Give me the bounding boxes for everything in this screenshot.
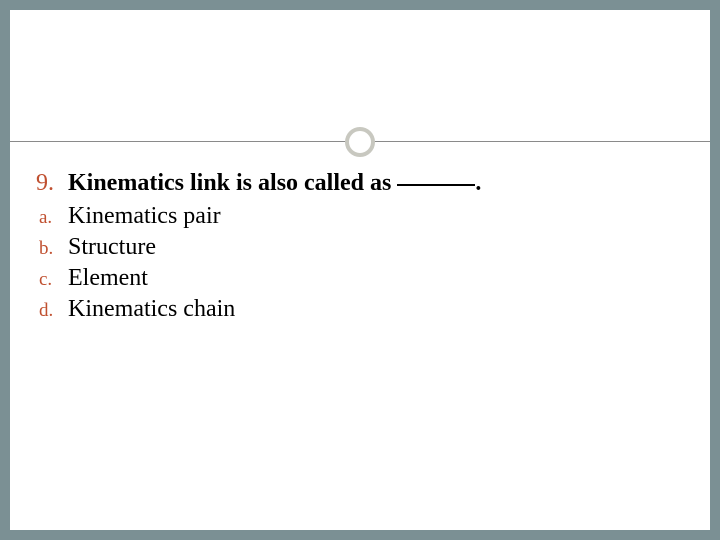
option-row-d: d. Kinematics chain [36, 296, 684, 323]
option-text: Element [68, 265, 148, 292]
option-text: Kinematics chain [68, 296, 235, 323]
option-letter: a. [36, 207, 68, 229]
option-row-a: a. Kinematics pair [36, 203, 684, 230]
option-row-c: c. Element [36, 265, 684, 292]
option-letter: c. [36, 269, 68, 291]
fill-blank [397, 184, 475, 186]
option-letter: d. [36, 300, 68, 322]
circle-decoration-icon [345, 127, 375, 157]
question-text-before: Kinematics link is also called as [68, 170, 397, 196]
slide-card: 9. Kinematics link is also called as . a… [10, 10, 710, 530]
question-number: 9. [36, 170, 68, 197]
option-text: Kinematics pair [68, 203, 221, 230]
question-text-after: . [475, 170, 481, 196]
question-row: 9. Kinematics link is also called as . [36, 170, 684, 197]
option-letter: b. [36, 238, 68, 260]
question-text: Kinematics link is also called as . [68, 170, 481, 197]
option-row-b: b. Structure [36, 234, 684, 261]
content-area: 9. Kinematics link is also called as . a… [10, 142, 710, 323]
header-area [10, 10, 710, 142]
option-text: Structure [68, 234, 156, 261]
